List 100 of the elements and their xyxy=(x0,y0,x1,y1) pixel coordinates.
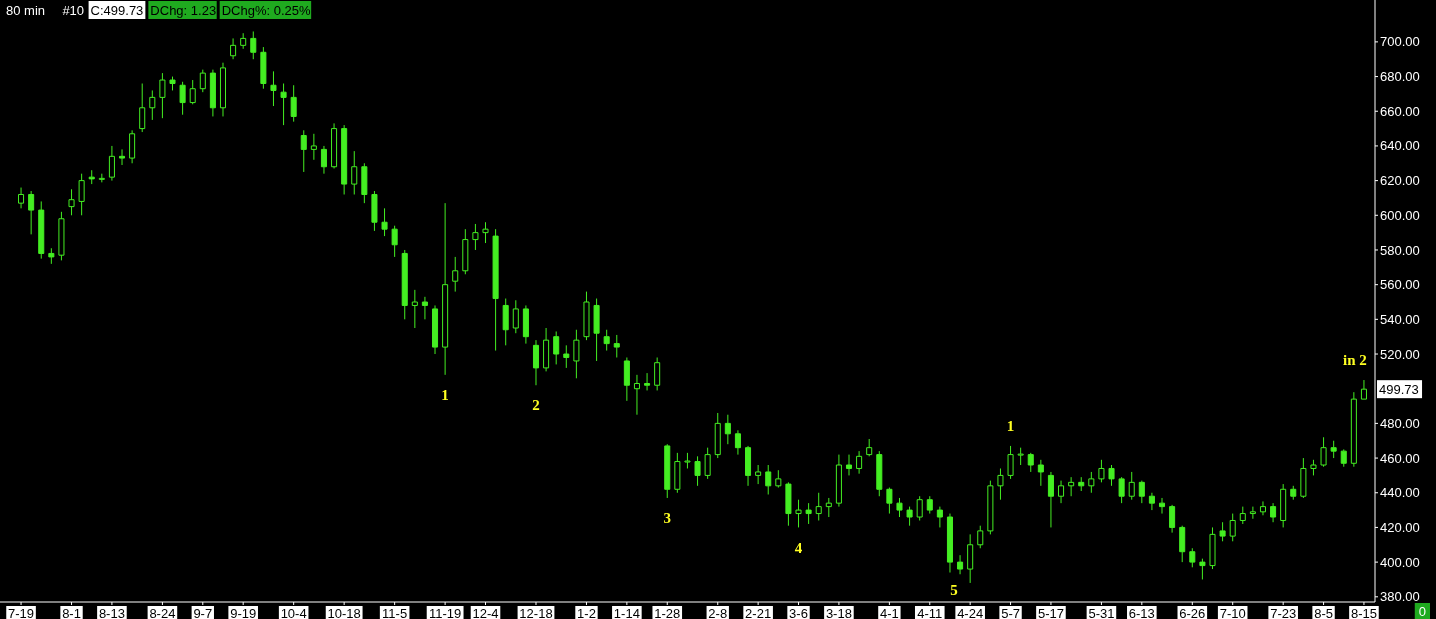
candlestick xyxy=(98,173,105,183)
candlestick xyxy=(1078,476,1085,492)
candlestick xyxy=(845,454,853,476)
candlestick xyxy=(341,124,348,195)
candlestick xyxy=(1219,521,1226,542)
x-tick-label: 8-24 xyxy=(149,606,176,619)
candlestick xyxy=(563,344,570,369)
candlestick xyxy=(1320,436,1327,468)
candlestick xyxy=(603,329,610,352)
x-tick-label: 11-5 xyxy=(382,606,408,619)
candlestick xyxy=(785,481,792,527)
x-tick-label: 1-2 xyxy=(577,606,596,619)
candlestick xyxy=(28,190,35,235)
x-tick-label: 1-28 xyxy=(654,606,681,619)
candlestick xyxy=(230,37,237,60)
x-tick-label: 5-7 xyxy=(1001,606,1020,619)
x-tick-label: 9-19 xyxy=(230,606,257,619)
x-tick-label: 4-1 xyxy=(879,606,899,619)
candlestick xyxy=(290,84,297,123)
x-tick-label: 12-18 xyxy=(519,606,553,619)
candlestick xyxy=(1199,558,1206,580)
candlestick xyxy=(411,289,418,329)
candlestick xyxy=(482,221,489,244)
candlestick xyxy=(159,72,166,119)
y-tick-label: 540.00 xyxy=(1380,311,1420,327)
candlestick xyxy=(522,304,529,345)
candlestick xyxy=(169,76,176,91)
candlestick xyxy=(320,145,327,175)
candlestick xyxy=(1239,506,1246,525)
candlestick xyxy=(1340,448,1347,468)
x-tick-label: 6-13 xyxy=(1128,606,1155,619)
candlestick xyxy=(250,30,257,60)
annotation: C:499.73 xyxy=(90,3,144,18)
x-tick-label: 9-7 xyxy=(193,606,213,619)
candlestick xyxy=(472,223,479,251)
candlestick xyxy=(543,327,550,372)
y-tick-label: 600.00 xyxy=(1380,207,1420,223)
candlestick xyxy=(401,249,408,320)
x-tick-label: 4-11 xyxy=(917,606,943,619)
candlestick xyxy=(896,497,903,518)
chart-subtitle: #10 xyxy=(62,3,85,18)
x-tick-label: 8-5 xyxy=(1314,606,1333,619)
candlestick xyxy=(209,69,216,117)
candlestick xyxy=(240,32,247,50)
candlestick xyxy=(613,334,620,358)
candlestick xyxy=(987,480,994,535)
candlestick xyxy=(310,133,317,161)
candlestick xyxy=(371,190,378,232)
candlestick xyxy=(694,455,701,487)
x-tick-label: 7-19 xyxy=(8,606,35,619)
y-tick-label: 680.00 xyxy=(1380,69,1420,85)
x-tick-label: 8-13 xyxy=(98,606,125,619)
candlestick xyxy=(1088,471,1095,494)
candlestick xyxy=(957,554,964,575)
candlestick xyxy=(1360,379,1367,400)
annotation: 1 xyxy=(441,387,449,404)
y-tick-label: 640.00 xyxy=(1380,138,1420,154)
x-tick-label: 11-19 xyxy=(428,606,462,619)
candlestick xyxy=(593,298,600,362)
candlestick xyxy=(997,467,1004,501)
candlestick xyxy=(1058,480,1065,504)
candlestick xyxy=(856,450,863,475)
candlestick xyxy=(1037,459,1044,487)
candlestick xyxy=(654,356,661,391)
candlestick xyxy=(1007,445,1014,480)
candlestick xyxy=(280,83,287,126)
annotation: 1 xyxy=(1006,418,1015,435)
candlestick xyxy=(946,513,953,574)
x-tick-label: 6-26 xyxy=(1179,606,1206,619)
annotation: in 2 xyxy=(1343,352,1367,369)
y-tick-label: 460.00 xyxy=(1380,450,1420,466)
candlestick xyxy=(179,81,186,116)
candlestick xyxy=(1290,485,1297,501)
candlestick xyxy=(118,148,126,166)
candlestick xyxy=(139,83,146,133)
candlestick xyxy=(1209,526,1216,570)
candlestick xyxy=(745,445,752,487)
annotation: DChg%: 0.25% xyxy=(221,3,312,18)
candlestick xyxy=(68,188,75,216)
candlestick xyxy=(219,62,227,117)
candlestick xyxy=(48,247,55,265)
candlestick xyxy=(704,447,711,480)
y-tick-label: 520.00 xyxy=(1380,346,1420,362)
x-tick-label: 12-4 xyxy=(472,606,499,619)
candlestick xyxy=(674,452,681,494)
y-tick-label: 380.00 xyxy=(1380,589,1420,605)
candlestick xyxy=(381,207,388,237)
text: 0 xyxy=(1418,604,1426,619)
candlestick xyxy=(1098,459,1105,483)
candlestick xyxy=(1280,483,1287,528)
candlestick xyxy=(916,495,923,521)
annotation: 5 xyxy=(950,582,958,599)
candlestick xyxy=(724,414,731,445)
candlestick xyxy=(1270,502,1277,523)
x-tick-label: 7-23 xyxy=(1270,606,1297,619)
candlestick xyxy=(149,89,156,121)
x-tick-label: 3-6 xyxy=(789,606,808,619)
x-tick-label: 7-10 xyxy=(1219,606,1246,619)
candlestick xyxy=(755,464,762,485)
candlestick xyxy=(88,169,95,185)
